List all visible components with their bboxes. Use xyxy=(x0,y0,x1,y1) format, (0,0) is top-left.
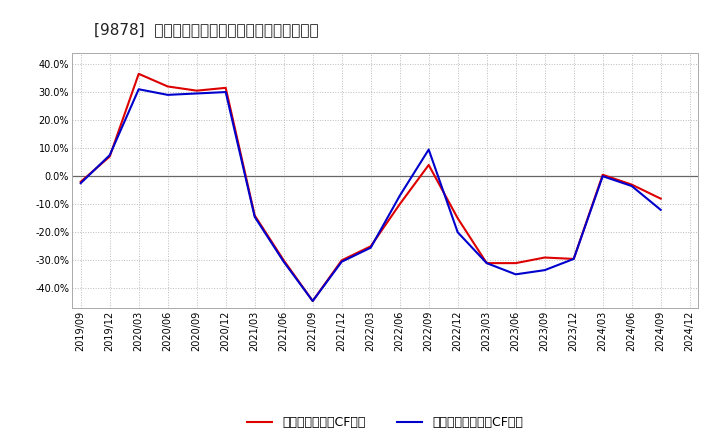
有利子負債フリーCF比率 xyxy=(570,256,578,261)
有利子負債フリーCF比率 xyxy=(657,207,665,213)
有利子負債営業CF比率 xyxy=(570,256,578,261)
有利子負債フリーCF比率 xyxy=(135,87,143,92)
有利子負債フリーCF比率 xyxy=(163,92,172,98)
有利子負債営業CF比率 xyxy=(76,179,85,184)
有利子負債フリーCF比率 xyxy=(395,193,404,198)
Text: [9878]  有利子負債キャッシュフロー比率の推移: [9878] 有利子負債キャッシュフロー比率の推移 xyxy=(94,22,318,37)
有利子負債フリーCF比率 xyxy=(308,298,317,304)
有利子負債営業CF比率 xyxy=(251,213,259,218)
有利子負債営業CF比率 xyxy=(395,202,404,207)
有利子負債フリーCF比率 xyxy=(192,91,201,96)
有利子負債フリーCF比率 xyxy=(105,153,114,158)
有利子負債営業CF比率 xyxy=(221,85,230,91)
有利子負債フリーCF比率 xyxy=(279,259,288,264)
有利子負債フリーCF比率 xyxy=(424,147,433,152)
有利子負債営業CF比率 xyxy=(424,162,433,168)
有利子負債フリーCF比率 xyxy=(541,268,549,273)
有利子負債営業CF比率 xyxy=(163,84,172,89)
有利子負債営業CF比率 xyxy=(366,244,375,249)
有利子負債営業CF比率 xyxy=(627,182,636,187)
有利子負債営業CF比率 xyxy=(192,88,201,93)
有利子負債営業CF比率 xyxy=(308,298,317,304)
Legend: 有利子負債営業CF比率, 有利子負債フリーCF比率: 有利子負債営業CF比率, 有利子負債フリーCF比率 xyxy=(243,411,528,434)
有利子負債営業CF比率 xyxy=(598,172,607,177)
有利子負債フリーCF比率 xyxy=(482,260,491,266)
有利子負債フリーCF比率 xyxy=(76,180,85,186)
有利子負債フリーCF比率 xyxy=(454,230,462,235)
有利子負債フリーCF比率 xyxy=(251,214,259,220)
有利子負債フリーCF比率 xyxy=(338,259,346,264)
有利子負債営業CF比率 xyxy=(454,216,462,221)
有利子負債フリーCF比率 xyxy=(366,245,375,250)
有利子負債営業CF比率 xyxy=(105,154,114,159)
有利子負債営業CF比率 xyxy=(657,196,665,201)
有利子負債フリーCF比率 xyxy=(221,89,230,95)
有利子負債営業CF比率 xyxy=(338,258,346,263)
有利子負債フリーCF比率 xyxy=(627,183,636,189)
有利子負債フリーCF比率 xyxy=(598,173,607,179)
有利子負債営業CF比率 xyxy=(482,260,491,266)
Line: 有利子負債フリーCF比率: 有利子負債フリーCF比率 xyxy=(81,89,661,301)
有利子負債営業CF比率 xyxy=(135,71,143,77)
有利子負債営業CF比率 xyxy=(541,255,549,260)
有利子負債営業CF比率 xyxy=(511,260,520,266)
Line: 有利子負債営業CF比率: 有利子負債営業CF比率 xyxy=(81,74,661,301)
有利子負債営業CF比率 xyxy=(279,258,288,263)
有利子負債フリーCF比率 xyxy=(511,272,520,277)
